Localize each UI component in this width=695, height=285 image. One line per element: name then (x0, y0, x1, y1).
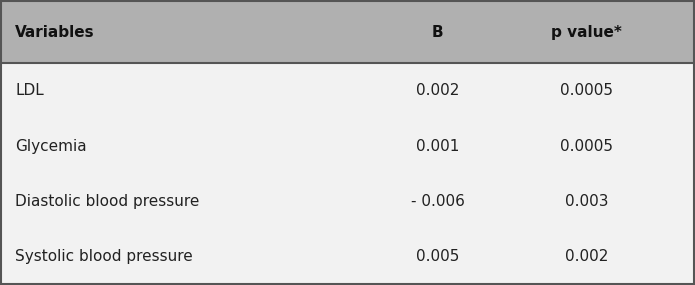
Text: 0.003: 0.003 (564, 194, 608, 209)
FancyBboxPatch shape (1, 119, 694, 174)
Text: Variables: Variables (15, 25, 95, 40)
Text: - 0.006: - 0.006 (411, 194, 464, 209)
Text: 0.0005: 0.0005 (559, 84, 613, 99)
FancyBboxPatch shape (1, 229, 694, 284)
Text: p value*: p value* (551, 25, 622, 40)
Text: 0.002: 0.002 (564, 249, 608, 264)
Text: B: B (432, 25, 443, 40)
Text: 0.001: 0.001 (416, 139, 459, 154)
Text: 0.0005: 0.0005 (559, 139, 613, 154)
Text: LDL: LDL (15, 84, 44, 99)
FancyBboxPatch shape (1, 1, 694, 64)
Text: Diastolic blood pressure: Diastolic blood pressure (15, 194, 199, 209)
FancyBboxPatch shape (1, 174, 694, 229)
Text: Systolic blood pressure: Systolic blood pressure (15, 249, 193, 264)
FancyBboxPatch shape (1, 64, 694, 119)
Text: 0.002: 0.002 (416, 84, 459, 99)
Text: 0.005: 0.005 (416, 249, 459, 264)
Text: Glycemia: Glycemia (15, 139, 87, 154)
